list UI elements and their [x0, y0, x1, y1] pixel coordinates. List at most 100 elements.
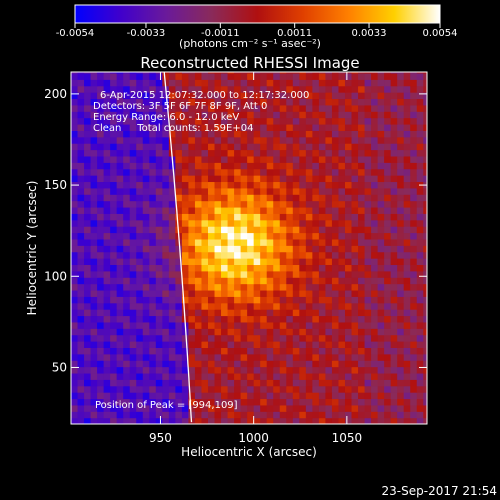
heatmap-cell [168, 289, 176, 297]
heatmap-cell [371, 353, 379, 361]
heatmap-cell [318, 404, 327, 412]
heatmap-cell [292, 111, 300, 119]
heatmap-cell [155, 245, 163, 253]
heatmap-cell [364, 309, 372, 317]
heatmap-cell [260, 206, 268, 214]
heatmap-cell [416, 392, 424, 400]
heatmap-cell [84, 251, 92, 259]
heatmap-cell [331, 258, 340, 266]
heatmap-cell [240, 226, 248, 234]
heatmap-cell [292, 85, 300, 93]
heatmap-cell [371, 92, 379, 100]
heatmap-cell [253, 328, 261, 336]
heatmap-cell [240, 200, 248, 208]
heatmap-cell [273, 155, 281, 163]
heatmap-cell [201, 283, 209, 291]
heatmap-cell [331, 283, 340, 291]
heatmap-cell [194, 289, 203, 297]
heatmap-cell [240, 411, 248, 419]
heatmap-cell [358, 379, 366, 387]
heatmap-cell [181, 264, 190, 272]
heatmap-cell [188, 143, 196, 151]
heatmap-cell [410, 309, 418, 317]
heatmap-cell [214, 168, 222, 176]
heatmap-cell [344, 111, 353, 119]
heatmap-cell [344, 328, 353, 336]
heatmap-cell [403, 347, 411, 355]
heatmap-cell [318, 277, 327, 285]
heatmap-cell [201, 155, 209, 163]
heatmap-cell [142, 136, 150, 144]
heatmap-cell [194, 245, 203, 253]
heatmap-cell [351, 123, 359, 131]
heatmap-cell [351, 392, 359, 400]
heatmap-cell [384, 72, 392, 74]
heatmap-cell [397, 251, 405, 259]
heatmap-cell [377, 328, 385, 336]
heatmap-cell [162, 219, 170, 227]
heatmap-cell [253, 85, 261, 93]
heatmap-cell [103, 117, 111, 125]
heatmap-cell [84, 385, 92, 393]
heatmap-cell [279, 200, 287, 208]
heatmap-cell [221, 123, 229, 131]
heatmap-cell [97, 168, 105, 176]
heatmap-cell [344, 283, 353, 291]
heatmap-cell [299, 136, 307, 144]
heatmap-cell [305, 136, 313, 144]
heatmap-cell [142, 130, 150, 138]
heatmap-cell [384, 123, 392, 131]
heatmap-cell [123, 123, 131, 131]
colorbar-ticks: -0.0054 -0.0033 -0.0011 0.0011 0.0033 0.0054 [56, 23, 458, 39]
heatmap-cell [234, 168, 242, 176]
heatmap-cell [260, 155, 268, 163]
heatmap-cell [207, 385, 216, 393]
heatmap-cell [371, 194, 379, 202]
heatmap-cell [90, 385, 98, 393]
heatmap-cell [358, 92, 366, 100]
heatmap-cell [168, 79, 176, 87]
heatmap-cell [207, 360, 216, 368]
heatmap-cell [397, 123, 405, 131]
heatmap-cell [116, 321, 124, 329]
heatmap-cell [207, 258, 216, 266]
heatmap-cell [384, 251, 392, 259]
heatmap-cell [214, 104, 222, 112]
heatmap-cell [260, 392, 268, 400]
heatmap-cell [84, 379, 92, 387]
heatmap-cell [90, 353, 98, 361]
heatmap-cell [384, 72, 392, 80]
heatmap-cell [331, 289, 340, 297]
heatmap-cell [188, 85, 196, 93]
heatmap-cell [221, 162, 229, 170]
heatmap-cell [188, 79, 196, 87]
heatmap-cell [253, 347, 261, 355]
heatmap-cell [397, 264, 405, 272]
heatmap-cell [97, 79, 105, 87]
heatmap-cell [84, 72, 92, 80]
heatmap-cell [84, 404, 92, 412]
heatmap-cell [273, 123, 281, 131]
heatmap-cell [312, 72, 320, 80]
heatmap-cell [292, 175, 300, 183]
heatmap-cell [103, 232, 111, 240]
heatmap-cell [384, 341, 392, 348]
heatmap-cell [77, 232, 85, 240]
heatmap-cell [325, 143, 333, 151]
heatmap-cell [116, 264, 124, 272]
heatmap-cell [338, 379, 346, 387]
heatmap-cell [292, 162, 300, 170]
heatmap-cell [344, 392, 353, 400]
heatmap-cell [416, 417, 424, 424]
heatmap-cell [305, 72, 313, 74]
heatmap-cell [325, 264, 333, 272]
heatmap-cell [136, 302, 144, 310]
heatmap-cell [384, 111, 392, 119]
heatmap-cell [116, 296, 124, 304]
heatmap-cell [377, 72, 385, 80]
heatmap-cell [390, 162, 398, 170]
heatmap-cell [90, 238, 98, 246]
heatmap-cell [155, 302, 163, 310]
heatmap-cell [416, 194, 424, 202]
heatmap-cell [129, 72, 137, 80]
